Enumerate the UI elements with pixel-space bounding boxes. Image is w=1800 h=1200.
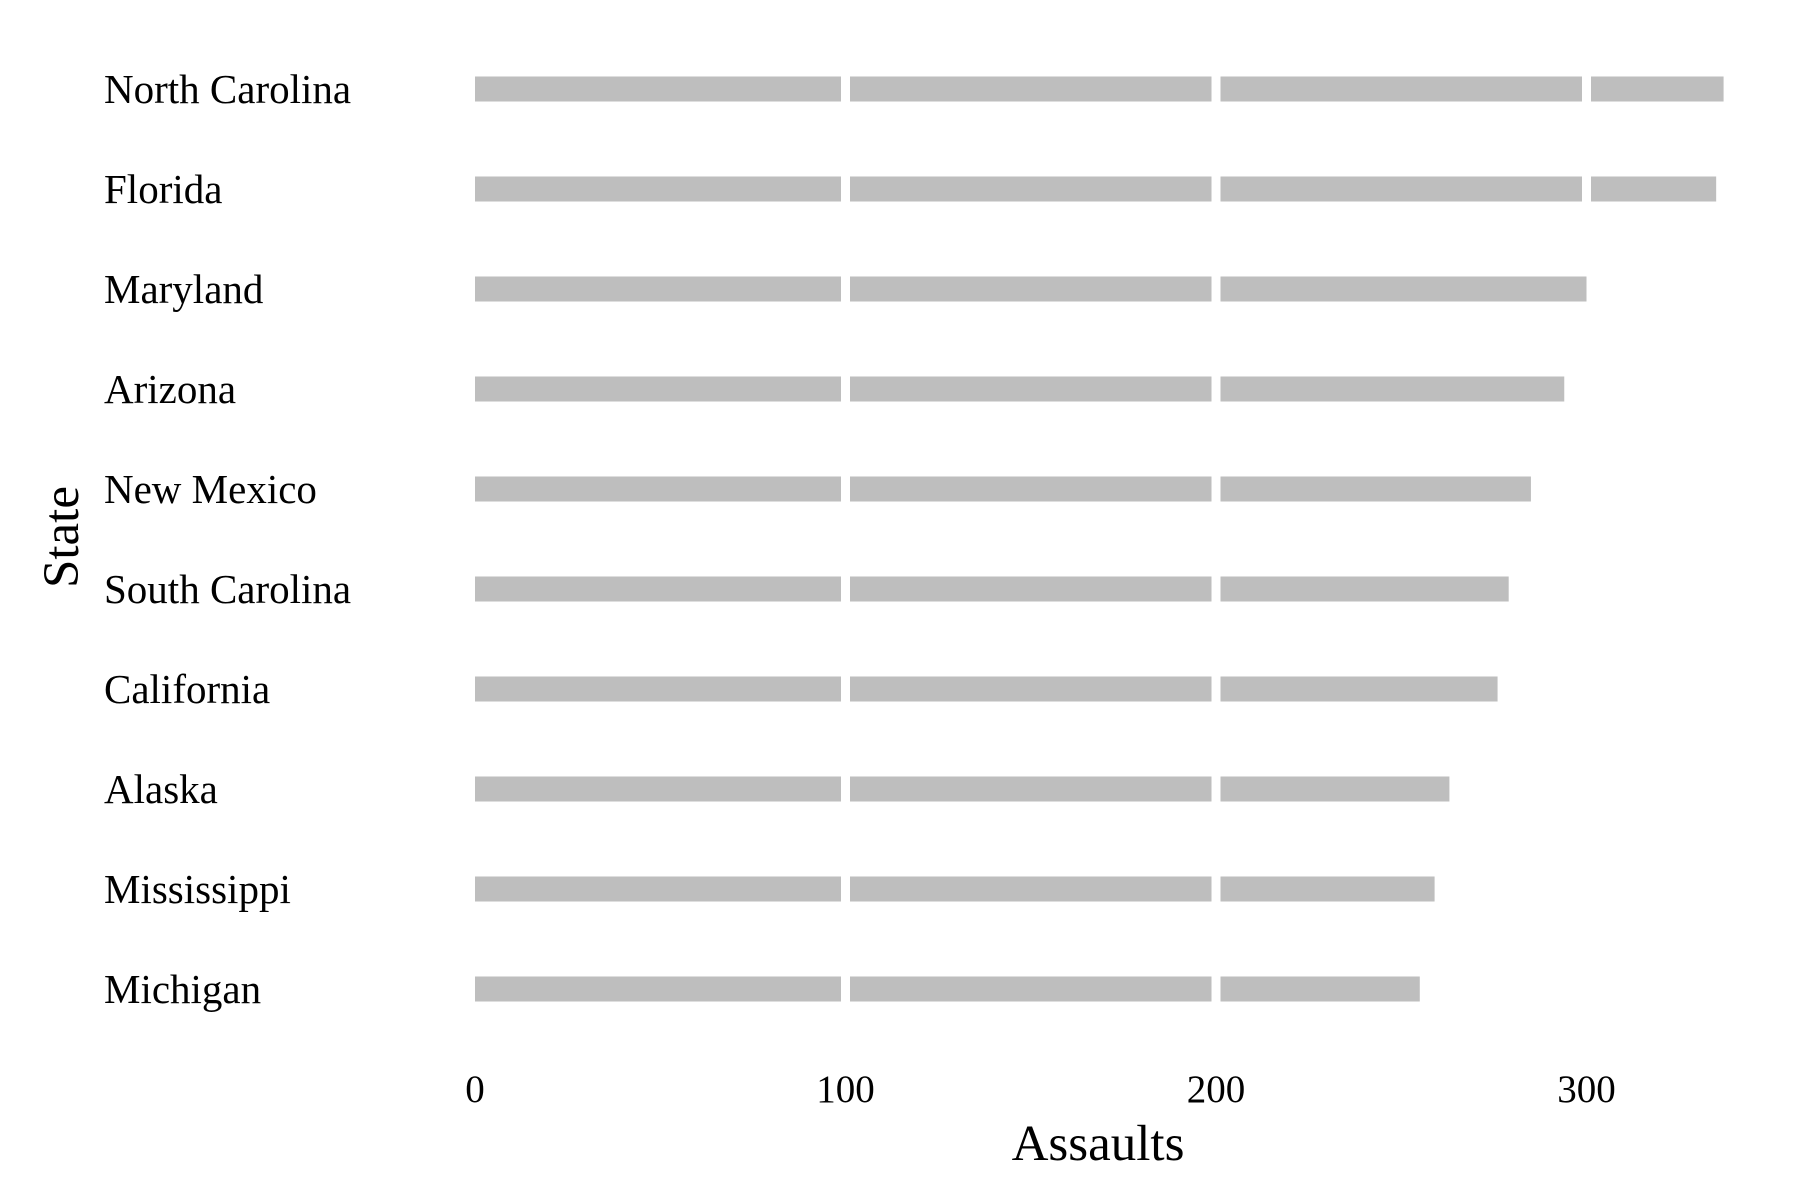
bar-segment (475, 876, 841, 902)
bar-segment (850, 476, 1212, 502)
category-label-maryland: Maryland (104, 266, 263, 312)
bar-segment (1220, 976, 1420, 1002)
bar-segment (475, 176, 841, 202)
bar-segment (1591, 76, 1724, 102)
category-label-florida: Florida (104, 166, 222, 212)
bar-new-mexico (475, 476, 1531, 502)
category-label-south-carolina: South Carolina (104, 566, 351, 612)
bar-california (475, 676, 1498, 702)
x-tick-label: 300 (1557, 1068, 1616, 1111)
bar-segment (1220, 376, 1565, 402)
bar-michigan (475, 976, 1420, 1002)
category-label-michigan: Michigan (104, 966, 261, 1012)
bar-segment (475, 776, 841, 802)
bar-segment (850, 76, 1212, 102)
bar-south-carolina (475, 576, 1509, 602)
bar-segment (850, 676, 1212, 702)
bar-segment (850, 776, 1212, 802)
bar-alaska (475, 776, 1450, 802)
bar-segment (475, 76, 841, 102)
bar-maryland (475, 276, 1587, 302)
x-tick-label: 100 (816, 1068, 875, 1111)
bar-segment (1220, 776, 1450, 802)
bar-segment (475, 376, 841, 402)
y-axis-title: State (34, 486, 90, 588)
category-label-north-carolina: North Carolina (104, 66, 351, 112)
bar-segment (1220, 676, 1498, 702)
category-label-alaska: Alaska (104, 766, 218, 812)
category-labels: North Carolina Florida Maryland Arizona New … (104, 66, 351, 1012)
x-tick-label: 200 (1187, 1068, 1246, 1111)
x-tick-labels: 0 100 200 300 (465, 1068, 1616, 1111)
bar-segment (1220, 576, 1509, 602)
bar-segment (475, 676, 841, 702)
bar-segment (1220, 476, 1531, 502)
bar-segment (1220, 876, 1435, 902)
bar-segment (475, 976, 841, 1002)
x-axis-title: Assaults (1012, 1116, 1185, 1172)
bars-group (475, 76, 1724, 1002)
category-label-california: California (104, 666, 270, 712)
bar-segment (475, 476, 841, 502)
bar-segment (850, 376, 1212, 402)
bar-florida (475, 176, 1717, 202)
bar-segment (1220, 176, 1582, 202)
bar-segment (850, 976, 1212, 1002)
bar-segment (475, 576, 841, 602)
bar-segment (850, 276, 1212, 302)
category-label-arizona: Arizona (104, 366, 236, 412)
bar-segment (1591, 176, 1717, 202)
category-label-mississippi: Mississippi (104, 866, 291, 912)
x-tick-label: 0 (465, 1068, 485, 1111)
bar-mississippi (475, 876, 1435, 902)
bar-segment (475, 276, 841, 302)
bar-arizona (475, 376, 1565, 402)
bar-segment (1220, 76, 1582, 102)
category-label-new-mexico: New Mexico (104, 466, 317, 512)
bar-north-carolina (475, 76, 1724, 102)
bar-segment (850, 176, 1212, 202)
bar-segment (1220, 276, 1587, 302)
bar-segment (850, 576, 1212, 602)
bar-segment (850, 876, 1212, 902)
